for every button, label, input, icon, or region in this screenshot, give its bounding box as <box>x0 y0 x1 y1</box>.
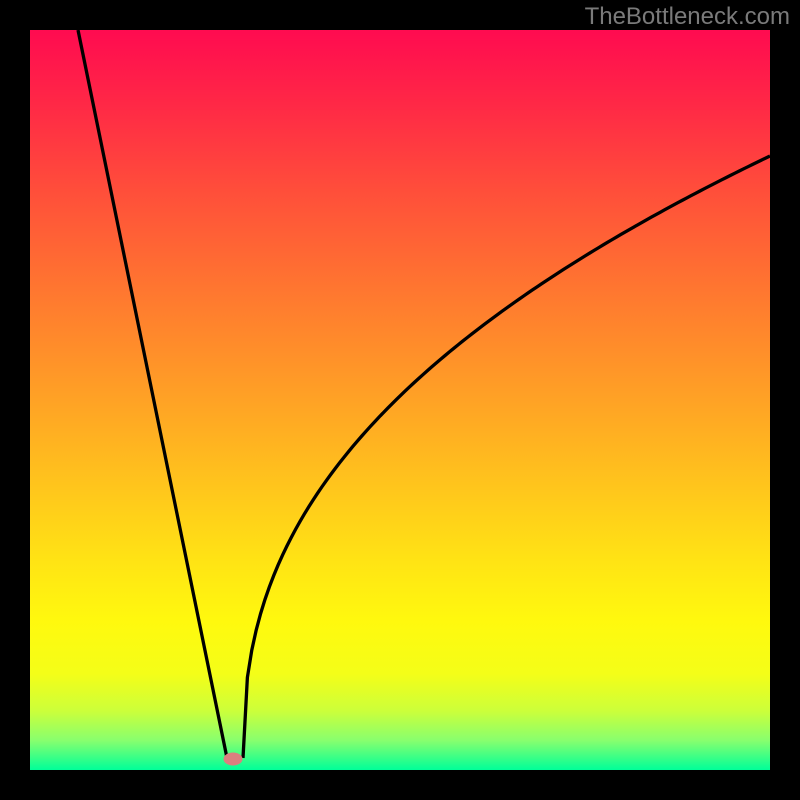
bottleneck-marker <box>224 753 242 765</box>
watermark-text: TheBottleneck.com <box>585 3 790 30</box>
plot-background <box>30 30 770 770</box>
bottleneck-chart: TheBottleneck.com <box>0 0 800 800</box>
chart-svg: TheBottleneck.com <box>0 0 800 800</box>
